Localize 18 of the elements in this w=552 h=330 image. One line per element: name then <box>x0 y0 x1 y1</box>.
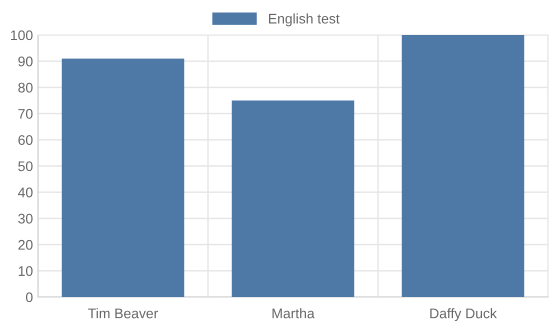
y-tick-label: 40 <box>18 188 33 198</box>
bar <box>402 35 524 297</box>
y-tick-label: 10 <box>18 266 33 276</box>
y-tick-label: 100 <box>11 30 33 40</box>
x-tick-label: Martha <box>272 308 315 318</box>
legend-label: English test <box>269 13 340 26</box>
y-tick-label: 60 <box>18 135 33 145</box>
x-tick-label: Tim Beaver <box>88 308 158 318</box>
y-tick-label: 30 <box>18 214 33 224</box>
bar <box>62 58 184 297</box>
y-tick-label: 90 <box>18 56 33 66</box>
x-tick-label: Daffy Duck <box>430 308 497 322</box>
y-tick-label: 50 <box>18 161 33 172</box>
y-tick-label: 70 <box>18 108 33 119</box>
y-tick-label: 80 <box>18 82 33 93</box>
bar <box>232 100 354 297</box>
y-tick-label: 0 <box>26 292 33 302</box>
y-tick-label: 20 <box>18 240 33 250</box>
